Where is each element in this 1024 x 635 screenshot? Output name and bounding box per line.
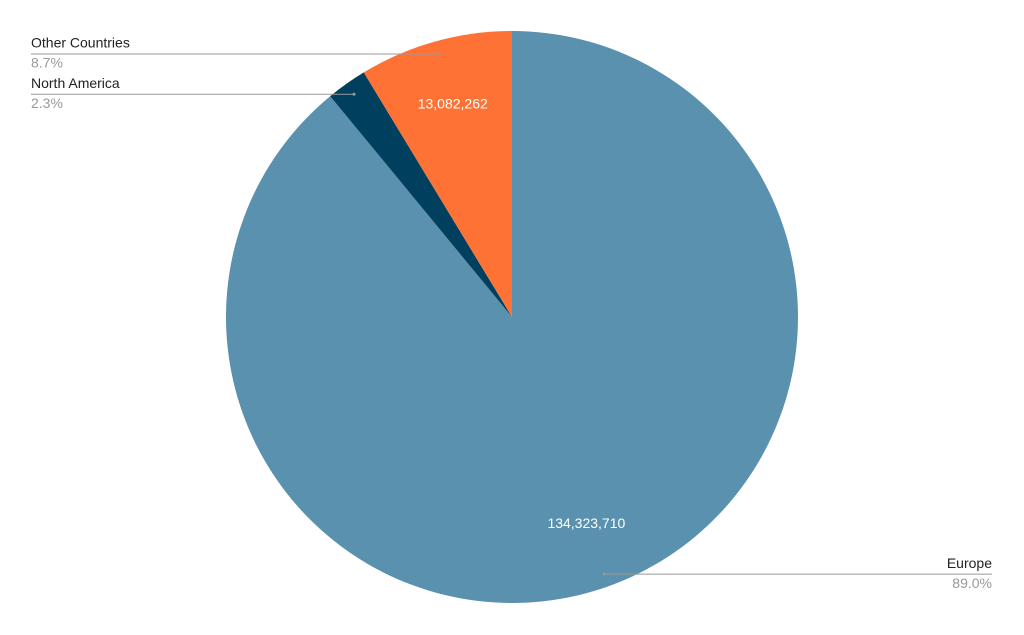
slice-label: Europe [947,555,992,571]
percent-label: 2.3% [31,95,63,111]
value-label: 13,082,262 [418,96,488,112]
leader-dot [352,92,356,96]
leader-dot [602,572,606,576]
pie-slice [330,72,512,317]
leader-dot [437,52,441,56]
percent-label: 8.7% [31,55,63,71]
value-label: 134,323,710 [547,515,625,531]
pie-slice [363,31,512,317]
percent-label: 89.0% [952,575,992,591]
slice-label: North America [31,75,120,91]
slice-label: Other Countries [31,35,130,51]
